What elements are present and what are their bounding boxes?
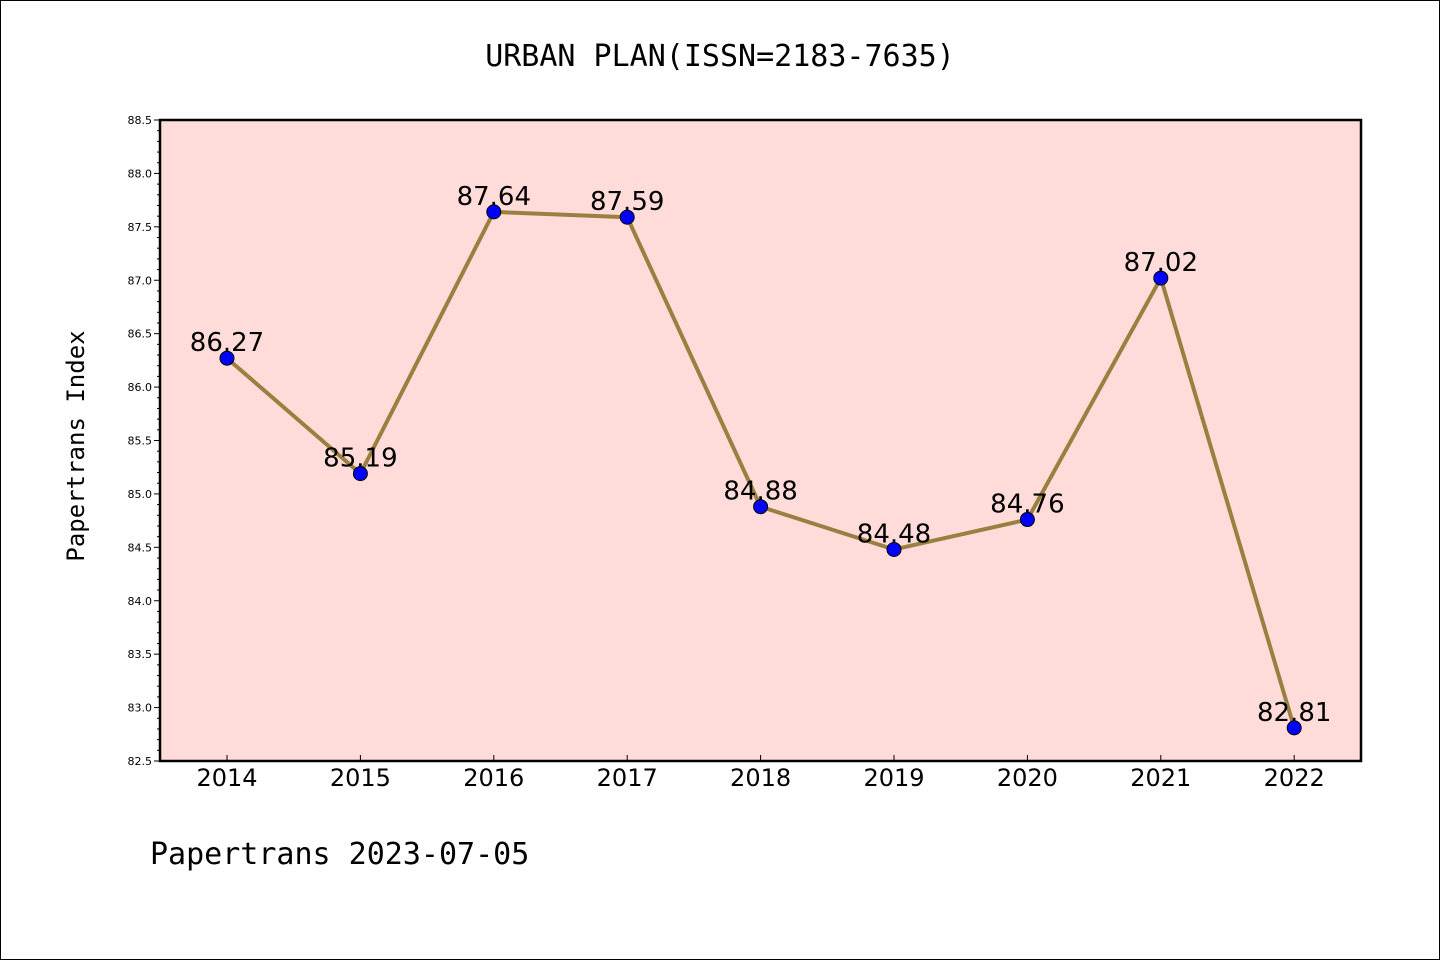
data-label: 84.48 <box>857 519 931 549</box>
y-tick-label: 88.0 <box>128 167 153 180</box>
x-tick-label: 2022 <box>1264 764 1325 792</box>
data-point <box>219 350 235 366</box>
x-tick-label: 2016 <box>463 764 524 792</box>
data-point <box>1019 512 1035 528</box>
data-point <box>486 204 502 220</box>
y-tick-label: 84.5 <box>128 541 153 554</box>
data-label: 87.02 <box>1124 248 1198 278</box>
y-tick-label: 88.5 <box>128 114 153 127</box>
data-label: 87.64 <box>457 182 531 212</box>
data-point <box>886 541 902 557</box>
series-markers <box>219 204 1302 736</box>
data-point <box>352 466 368 482</box>
x-axis: 2014 2015 2016 2017 2018 2019 2020 2021 2022 <box>196 755 1325 792</box>
data-label: 85.19 <box>323 444 397 474</box>
y-axis-label: Papertrans Index <box>62 330 90 561</box>
y-tick-label: 84.0 <box>128 595 153 608</box>
data-label: 84.88 <box>723 477 797 507</box>
data-point <box>619 209 635 225</box>
data-labels: 86.27 85.19 87.64 87.59 84.88 84.48 84.76 87.02… <box>190 182 1332 728</box>
x-tick-label: 2018 <box>730 764 791 792</box>
y-tick-label: 83.5 <box>128 648 153 661</box>
y-axis: 82.5 83.0 83.5 84.0 84.5 85.0 85.5 86.0 86.5 87.0… <box>128 114 160 768</box>
x-tick-label: 2021 <box>1130 764 1191 792</box>
x-tick-label: 2017 <box>597 764 658 792</box>
x-tick-label: 2015 <box>330 764 391 792</box>
y-tick-label: 86.5 <box>128 328 153 341</box>
y-tick-label: 82.5 <box>128 755 153 768</box>
y-tick-label: 85.0 <box>128 488 153 501</box>
data-label: 84.76 <box>990 490 1064 520</box>
x-tick-label: 2020 <box>997 764 1058 792</box>
chart-title: URBAN PLAN(ISSN=2183-7635) <box>485 39 955 74</box>
x-tick-label: 2014 <box>196 764 257 792</box>
x-tick-label: 2019 <box>863 764 924 792</box>
y-tick-label: 86.0 <box>128 381 153 394</box>
plot-area <box>158 118 1363 763</box>
data-point <box>1286 720 1302 736</box>
data-point <box>753 499 769 515</box>
footer-text: Papertrans 2023-07-05 <box>150 837 529 872</box>
data-label: 86.27 <box>190 328 264 358</box>
data-label: 87.59 <box>590 187 664 217</box>
data-point <box>1153 270 1169 286</box>
y-tick-label: 87.5 <box>128 221 153 234</box>
y-tick-label: 87.0 <box>128 274 153 287</box>
data-label: 82.81 <box>1257 698 1331 728</box>
y-tick-label: 83.0 <box>128 702 153 715</box>
y-tick-label: 85.5 <box>128 435 153 448</box>
